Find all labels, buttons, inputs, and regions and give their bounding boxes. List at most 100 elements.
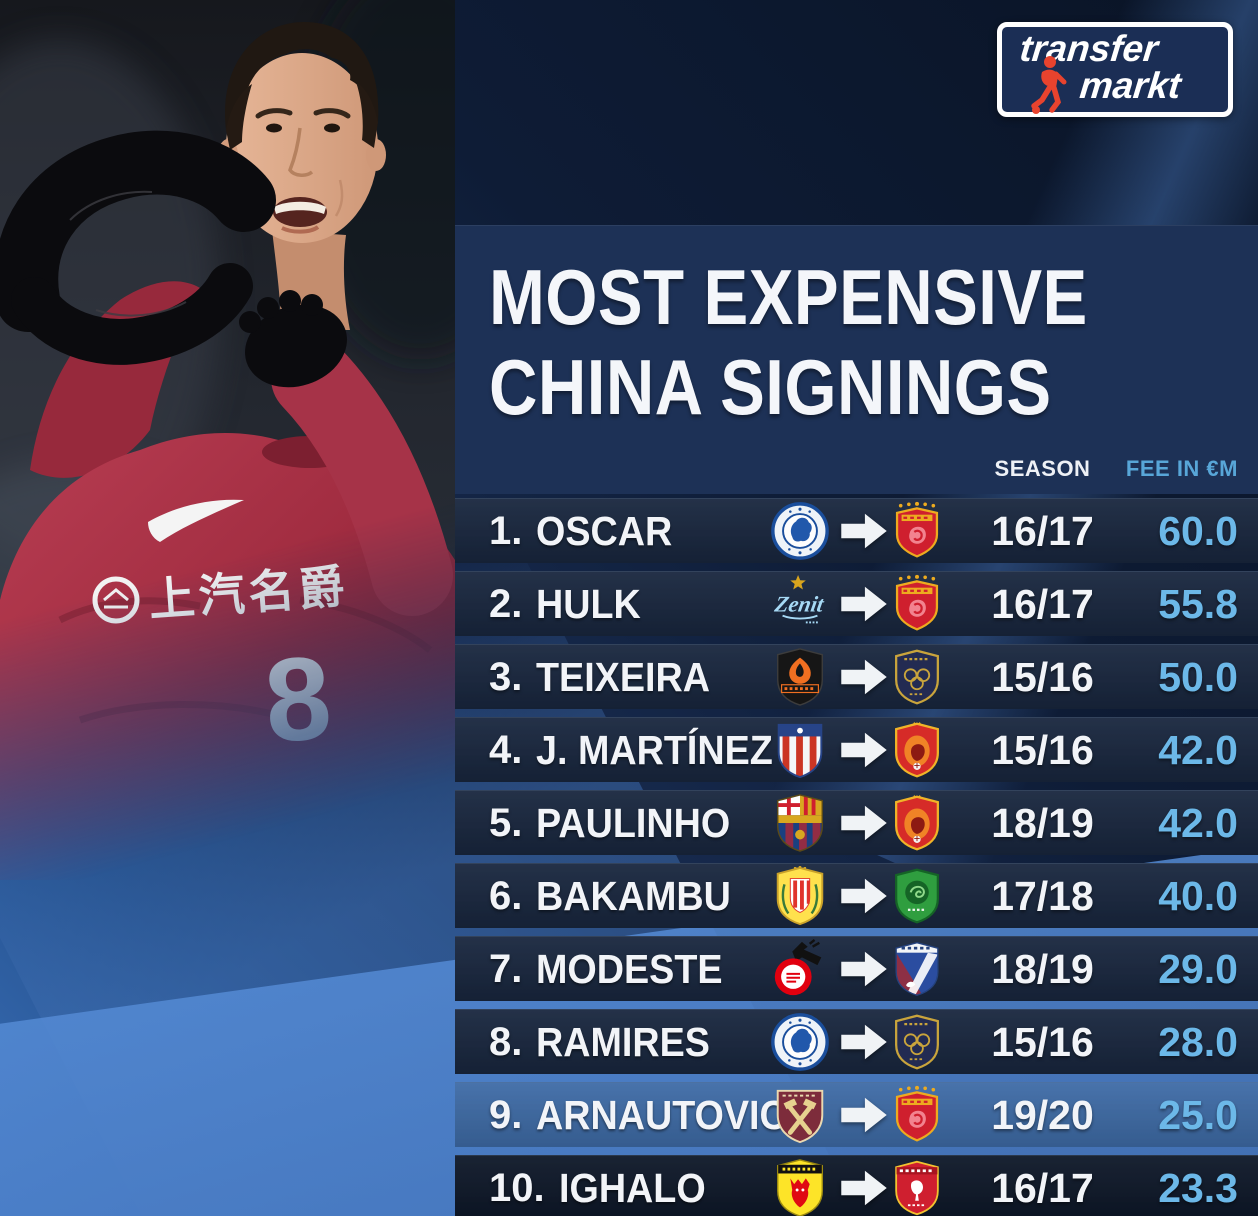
to-club-badge: [888, 574, 946, 633]
table-row: 7. MODESTE 18/19 29.0: [455, 936, 1258, 1001]
transfer-arrow-icon: [839, 949, 889, 989]
to-club-badge: [888, 501, 946, 560]
title-line-1: MOST EXPENSIVE: [489, 253, 1088, 341]
to-club-badge: [888, 867, 946, 925]
from-club-badge: [769, 1157, 831, 1216]
rank-label: 1.: [489, 508, 523, 553]
title-line-2: CHINA SIGNINGS: [489, 343, 1052, 432]
season-value: 18/19: [991, 945, 1094, 992]
transfer-arrow-icon: [839, 584, 889, 624]
transfer-arrow-icon: [839, 657, 889, 697]
rank-label: 6.: [489, 873, 523, 918]
rank-label: 10.: [489, 1165, 545, 1210]
transfer-arrow-icon: [839, 1168, 889, 1208]
player-hair: [225, 22, 379, 130]
soccer-player-icon: [1031, 56, 1067, 114]
column-headers: SEASON FEE IN €M: [455, 456, 1258, 484]
player-name: J. MARTÍNEZ: [536, 726, 774, 773]
player-name: RAMIRES: [536, 1018, 711, 1065]
from-club-badge: [769, 646, 831, 708]
season-value: 16/17: [991, 507, 1094, 554]
logo-text-markt: markt: [1077, 65, 1183, 107]
transfer-arrow-icon: [839, 1022, 889, 1062]
player-name: BAKAMBU: [536, 872, 732, 919]
raised-sleeve: [271, 337, 453, 616]
player-name: PAULINHO: [536, 799, 731, 846]
to-club-badge: [888, 721, 946, 779]
table-row: 5. PAULINHO 18/19 42.0: [455, 790, 1258, 855]
to-club-badge: [888, 648, 946, 706]
table-row: 10. IGHALO 16/17 23.3: [455, 1155, 1258, 1216]
season-value: 17/18: [991, 872, 1094, 919]
player-name: TEIXEIRA: [536, 653, 711, 700]
season-value: 19/20: [991, 1091, 1094, 1138]
to-club-badge: [888, 1013, 946, 1071]
table-row: 2. HULK Zenit 16/17 55.8: [455, 571, 1258, 636]
from-club-badge: [769, 1084, 831, 1146]
fee-value: 40.0: [1158, 872, 1238, 919]
player-name: MODESTE: [536, 945, 723, 992]
fee-value: 42.0: [1158, 726, 1238, 773]
player-name: HULK: [536, 580, 642, 627]
table-row: 3. TEIXEIRA 15/16 50.0: [455, 644, 1258, 709]
glove-left: [0, 130, 276, 332]
transfer-arrow-icon: [839, 876, 889, 916]
from-club-badge: [769, 500, 831, 562]
fee-value: 23.3: [1158, 1164, 1238, 1211]
player-name: ARNAUTOVIC: [536, 1091, 788, 1138]
from-club-badge: Zenit: [769, 573, 831, 635]
fee-value: 28.0: [1158, 1018, 1238, 1065]
rank-label: 8.: [489, 1019, 523, 1064]
rank-label: 2.: [489, 581, 523, 626]
from-club-badge: [769, 1011, 831, 1073]
fee-value: 55.8: [1158, 580, 1238, 627]
transfer-arrow-icon: [839, 1095, 889, 1135]
season-value: 15/16: [991, 726, 1094, 773]
transfermarkt-logo: transfer markt: [997, 22, 1233, 117]
jersey-number: 8: [261, 632, 336, 768]
table-row: 8. RAMIRES 15/16 28.0: [455, 1009, 1258, 1074]
rank-label: 9.: [489, 1092, 523, 1137]
title-panel: MOST EXPENSIVE CHINA SIGNINGS SEASON FEE…: [455, 225, 1258, 494]
fee-value: 60.0: [1158, 507, 1238, 554]
fee-value: 42.0: [1158, 799, 1238, 846]
table-row: 9. ARNAUTOVIC 19/20 25.0: [455, 1082, 1258, 1147]
rank-label: 3.: [489, 654, 523, 699]
rank-label: 4.: [489, 727, 523, 772]
rank-label: 7.: [489, 946, 523, 991]
table-row: 1. OSCAR 16/17 60.0: [455, 498, 1258, 563]
to-club-badge: [888, 940, 946, 998]
player-photo: 上汽名爵 8: [0, 0, 540, 880]
season-value: 16/17: [991, 580, 1094, 627]
season-value: 15/16: [991, 1018, 1094, 1065]
fee-value: 25.0: [1158, 1091, 1238, 1138]
svg-text:Zenit: Zenit: [772, 592, 826, 617]
signings-table: 1. OSCAR 16/17 60.0 2. HULK Zenit 16/17 …: [455, 498, 1258, 1216]
season-value: 18/19: [991, 799, 1094, 846]
glove-right: [245, 304, 347, 388]
sponsor-roundel: [92, 576, 140, 624]
from-club-badge: [769, 792, 831, 854]
rank-label: 5.: [489, 800, 523, 845]
transfer-arrow-icon: [839, 511, 889, 551]
season-value: 15/16: [991, 653, 1094, 700]
season-value: 16/17: [991, 1164, 1094, 1211]
fee-column-header: FEE IN €M: [1125, 456, 1238, 481]
player-name: OSCAR: [536, 507, 673, 554]
to-club-badge: [888, 1159, 946, 1216]
fee-value: 29.0: [1158, 945, 1238, 992]
transfer-arrow-icon: [839, 803, 889, 843]
player-name: IGHALO: [558, 1164, 706, 1211]
swoosh-logo: [148, 499, 244, 542]
from-club-badge: [769, 719, 831, 781]
from-club-badge: [769, 865, 831, 927]
fee-value: 50.0: [1158, 653, 1238, 700]
transfer-arrow-icon: [839, 730, 889, 770]
page-title: MOST EXPENSIVE CHINA SIGNINGS: [489, 252, 1258, 433]
table-row: 4. J. MARTÍNEZ 15/16 42.0: [455, 717, 1258, 782]
to-club-badge: [888, 1085, 946, 1144]
from-club-badge: [769, 938, 831, 1000]
season-column-header: SEASON: [994, 456, 1091, 481]
player-jersey: [0, 432, 455, 880]
